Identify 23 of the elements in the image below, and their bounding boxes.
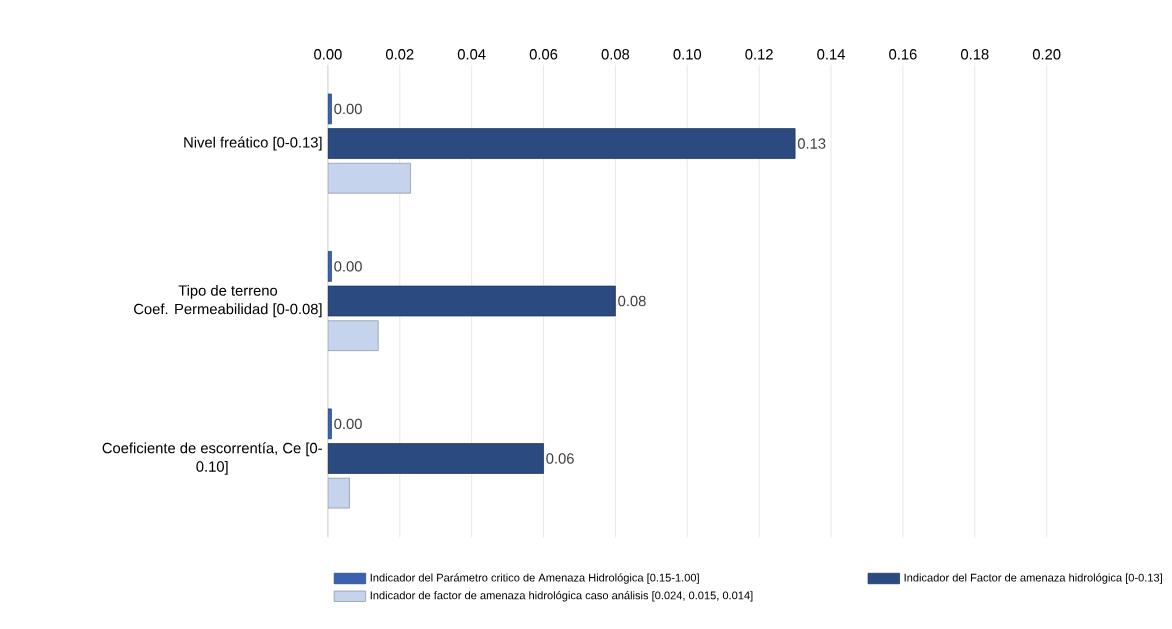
y-tick-label: Nivel freático [0-0.13]	[184, 136, 322, 151]
x-tick-label: 0.10	[673, 49, 702, 60]
y-tick-label: Tipo de terreno Coef. Permeabilidad [0-0.08]	[134, 284, 322, 318]
x-tick-label: 0.02	[385, 49, 414, 60]
legend-label: Indicador del Parámetro critico de Amenaza Hidrológica [0.15-1.00]	[370, 573, 699, 584]
data-label: 0.13	[797, 138, 826, 149]
x-tick-label: 0.16	[889, 49, 917, 60]
x-tick-label: 0.14	[817, 49, 845, 60]
data-label: 0.08	[618, 295, 646, 307]
x-tick-label: 0.08	[601, 49, 630, 60]
x-tick-label: 0.20	[1032, 49, 1061, 60]
x-tick-label: 0.18	[961, 49, 989, 60]
data-label: 0.00	[334, 261, 362, 272]
data-label: 0.00	[334, 103, 362, 115]
x-tick-label: 0.12	[745, 49, 773, 60]
data-label: 0.06	[546, 453, 574, 464]
data-label: 0.00	[334, 418, 362, 430]
y-tick-label: Coeficiente de escorrentía, Ce [0- 0.10]	[102, 442, 322, 475]
legend-label: Indicador de factor de amenaza hidrológica caso análisis [0.024, 0.015, 0.014]	[370, 591, 753, 602]
x-tick-label: 0.06	[529, 49, 558, 60]
legend-label: Indicador del Factor de amenaza hidrológica [0-0.13]	[904, 573, 1162, 584]
x-tick-label: 0.04	[457, 49, 486, 60]
x-tick-label: 0.00	[314, 49, 342, 60]
